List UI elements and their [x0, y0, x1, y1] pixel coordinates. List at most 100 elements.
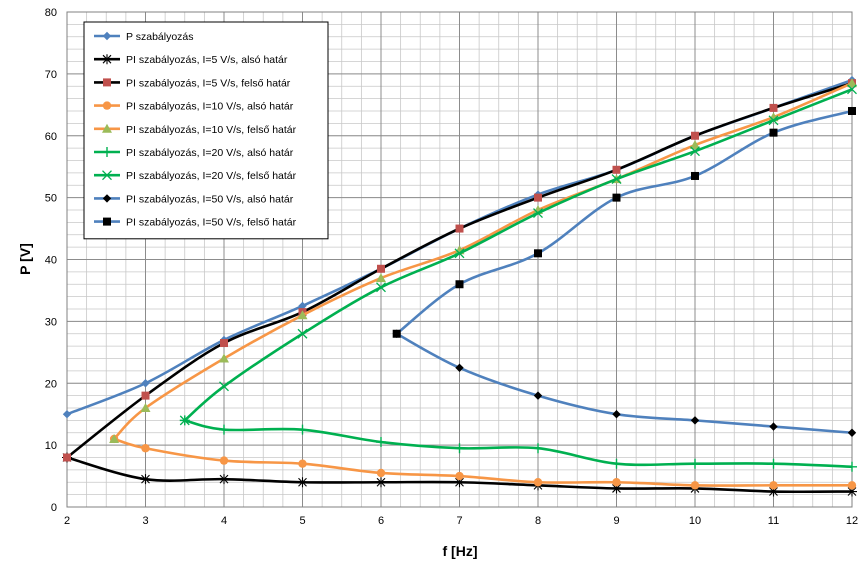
legend-label: PI szabályozás, I=50 V/s, felső határ: [126, 217, 297, 229]
data-point: [297, 424, 308, 435]
data-point: [102, 31, 112, 41]
data-point: [376, 282, 386, 293]
data-point: [612, 478, 621, 487]
y-tick-label: 20: [45, 378, 57, 390]
data-point: [219, 381, 229, 392]
data-point: [376, 273, 386, 283]
legend-item-7: PI szabályozás, I=20 V/s, felső határ: [94, 170, 297, 182]
legend-item-5: PI szabályozás, I=10 V/s, felső határ: [94, 123, 297, 136]
y-tick-label: 30: [45, 316, 57, 328]
series-line: [183, 88, 853, 422]
data-point: [219, 424, 229, 435]
legend-label: PI szabályozás, I=20 V/s, alsó határ: [126, 147, 294, 159]
data-point: [455, 280, 464, 289]
legend-item-2: PI szabályozás, I=5 V/s, alsó határ: [94, 54, 288, 66]
x-tick-label: 10: [689, 515, 701, 527]
data-point: [297, 328, 308, 339]
y-tick-label: 50: [45, 193, 57, 205]
legend-label: PI szabályozás, I=10 V/s, felső határ: [126, 124, 297, 136]
data-point: [847, 481, 857, 490]
data-point: [768, 486, 779, 497]
data-point: [533, 391, 543, 400]
data-point: [769, 103, 778, 112]
data-point: [141, 444, 150, 453]
plot-frame: [66, 11, 853, 508]
data-point: [298, 301, 307, 311]
series-9: [392, 107, 856, 338]
y-tick-label: 60: [45, 131, 57, 143]
legend-box: [83, 21, 329, 240]
data-point: [392, 329, 401, 338]
data-point: [455, 224, 464, 233]
legend-item-3: PI szabályozás, I=5 V/s, felső határ: [94, 77, 291, 89]
legend: P szabályozás PI szabályozás, I=5 V/s, al…: [83, 21, 329, 240]
axes: 2 3 4 5 6 7 8 9 10 11 12 0 10 20 30 40 50 60 70 80: [45, 7, 858, 527]
plot-area: [62, 75, 857, 497]
data-point: [690, 146, 700, 157]
data-point: [376, 437, 386, 448]
data-point: [533, 478, 543, 487]
data-point: [63, 453, 71, 462]
y-tick-label: 80: [45, 7, 57, 19]
data-point: [219, 474, 229, 485]
data-point: [690, 416, 700, 425]
data-point: [376, 477, 386, 488]
data-point: [848, 107, 856, 115]
data-point: [455, 471, 464, 481]
data-point: [612, 409, 621, 419]
x-tick-label: 9: [613, 515, 619, 527]
x-tick-label: 6: [378, 515, 384, 527]
y-axis-title: P [V]: [17, 243, 33, 275]
data-point: [109, 433, 120, 443]
data-point: [690, 140, 700, 150]
data-point: [769, 422, 778, 431]
legend-label: PI szabályozás, I=5 V/s, felső határ: [126, 77, 291, 89]
x-tick-label: 8: [535, 515, 541, 527]
x-tick-label: 4: [221, 515, 227, 527]
data-point: [768, 115, 779, 126]
data-point: [454, 443, 465, 454]
data-point: [377, 264, 385, 273]
data-point: [690, 458, 700, 469]
x-tick-label: 2: [64, 515, 70, 527]
data-point: [102, 123, 112, 133]
data-point: [102, 54, 112, 65]
legend-item-1: P szabályozás: [94, 31, 194, 43]
legend-item-9: PI szabályozás, I=50 V/s, felső határ: [94, 217, 297, 229]
data-point: [141, 391, 150, 400]
data-point: [611, 458, 622, 469]
data-point: [455, 363, 464, 372]
data-point: [62, 409, 72, 419]
y-tick-label: 70: [45, 69, 57, 81]
data-point: [690, 481, 700, 490]
data-point: [297, 310, 308, 320]
x-tick-label: 7: [456, 515, 462, 527]
data-point: [179, 415, 190, 426]
legend-label: PI szabályozás, I=50 V/s, alsó határ: [126, 193, 294, 205]
data-point: [102, 194, 112, 203]
data-point: [454, 248, 465, 259]
data-point: [219, 353, 229, 363]
legend-item-4: PI szabályozás, I=10 V/s, alsó határ: [94, 101, 294, 113]
y-tick-label: 40: [45, 255, 57, 267]
data-point: [533, 443, 543, 454]
data-point: [298, 459, 307, 468]
data-point: [102, 147, 112, 157]
series-8: [392, 329, 857, 437]
data-point: [297, 477, 308, 488]
data-point: [847, 461, 857, 472]
data-point: [611, 174, 622, 185]
data-point: [769, 128, 778, 137]
legend-label: P szabályozás: [126, 31, 194, 43]
data-point: [691, 131, 699, 140]
data-point: [612, 193, 621, 202]
data-point: [534, 249, 542, 258]
data-point: [847, 84, 857, 95]
x-tick-label: 11: [768, 515, 779, 527]
data-point: [534, 193, 542, 202]
y-tick-label: 10: [45, 440, 57, 452]
data-point: [140, 474, 151, 485]
data-point: [612, 165, 621, 174]
data-point: [454, 477, 465, 488]
